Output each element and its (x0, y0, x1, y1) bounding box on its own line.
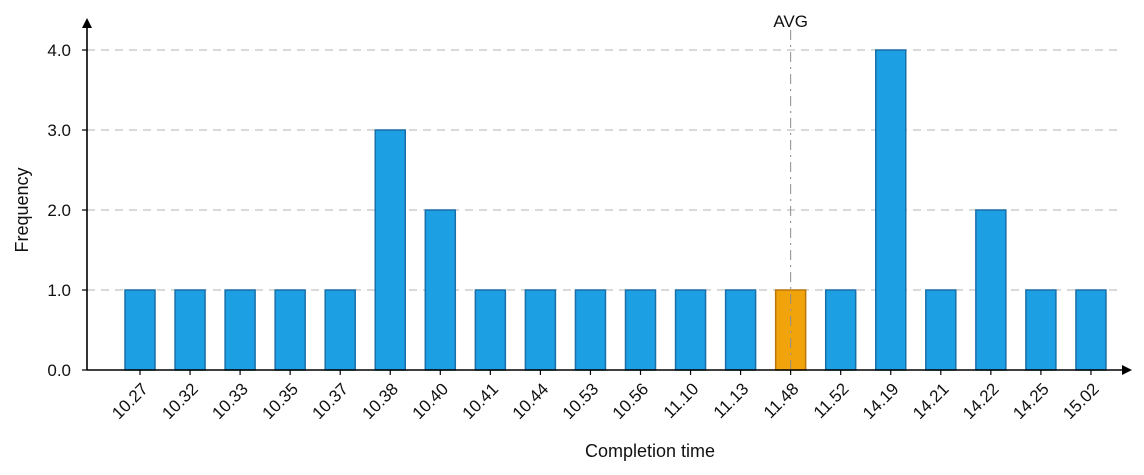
x-tick-label: 10.38 (359, 379, 403, 423)
bar-14-19 (875, 49, 907, 371)
x-tick-label: 11.10 (660, 379, 703, 422)
x-tick-label: 10.41 (459, 379, 503, 423)
y-axis-title: Frequency (12, 167, 32, 252)
y-tick-label: 0.0 (47, 361, 71, 380)
bar-10-27 (124, 289, 156, 371)
x-tick-label: 10.35 (258, 379, 302, 423)
y-tick-label: 3.0 (47, 121, 71, 140)
y-tick-label: 1.0 (47, 281, 71, 300)
x-tick-label: 14.21 (909, 379, 953, 423)
x-tick-label: 14.19 (859, 379, 903, 423)
y-tick-label: 4.0 (47, 41, 71, 60)
x-tick-label: 11.48 (760, 379, 803, 422)
bar-10-33 (224, 289, 256, 371)
x-axis-title: Completion time (585, 441, 715, 461)
bar-14-21 (925, 289, 957, 371)
x-tick-label: 14.22 (959, 379, 1003, 423)
x-tick-label: 15.02 (1059, 379, 1103, 423)
axes-layer (82, 18, 1132, 375)
x-tick-label: 10.37 (309, 379, 353, 423)
bar-10-41 (474, 289, 507, 371)
bar-11-13 (724, 289, 757, 371)
x-tick-label: 10.44 (509, 379, 553, 423)
bar-10-40 (424, 209, 457, 371)
avg-label: AVG (773, 12, 808, 31)
x-axis-arrowhead (1122, 365, 1132, 375)
bar-11-52 (824, 289, 857, 371)
x-tick-label: 10.40 (409, 379, 453, 423)
bar-10-37 (324, 289, 356, 371)
bar-10-35 (274, 289, 306, 371)
bar-11-10 (674, 289, 707, 371)
x-tick-label: 10.56 (609, 379, 653, 423)
x-tick-label: 10.27 (108, 379, 152, 423)
bar-14-22 (975, 209, 1007, 371)
y-axis-arrowhead (82, 18, 92, 28)
grid-layer (87, 49, 1120, 291)
x-tick-label: 11.13 (710, 379, 753, 422)
x-tick-label: 14.25 (1009, 379, 1053, 423)
y-tick-label: 2.0 (47, 201, 71, 220)
bar-10-38 (374, 129, 406, 371)
x-tick-label: 11.52 (810, 379, 853, 422)
bar-10-53 (574, 289, 607, 371)
reference-line-layer: AVG (773, 12, 808, 370)
bar-15-02 (1075, 289, 1107, 371)
x-tick-label: 10.33 (208, 379, 252, 423)
bar-10-56 (624, 289, 657, 371)
bar-10-44 (524, 289, 557, 371)
bar-10-32 (174, 289, 206, 371)
y-tick-labels: 0.0 1.0 2.0 3.0 4.0 (47, 41, 87, 380)
x-tick-label: 10.53 (559, 379, 603, 423)
x-tick-label: 10.32 (158, 379, 202, 423)
x-tick-labels: 10.27 10.32 10.33 10.35 10.37 10.38 10.40 10.41… (108, 370, 1103, 423)
bar-14-25 (1025, 289, 1057, 371)
